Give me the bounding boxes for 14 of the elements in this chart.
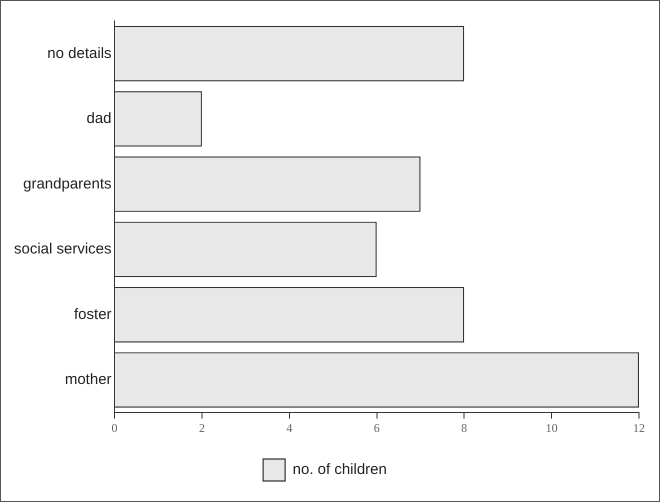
x-tick-label: 10	[546, 420, 558, 435]
y-tick-label: social services	[14, 240, 112, 258]
y-tick-label: no details	[47, 44, 112, 62]
x-tick-label: 6	[374, 420, 380, 435]
x-tick-label: 2	[198, 420, 205, 435]
y-tick-label: grandparents	[23, 175, 112, 192]
x-tick-label: 12	[633, 420, 645, 435]
y-tick-label: mother	[64, 371, 112, 388]
y-tick-label: dad	[86, 110, 112, 128]
x-tick-label: 0	[112, 420, 118, 435]
legend-label: no. of children	[292, 461, 387, 478]
y-tick-label: foster	[74, 306, 112, 323]
x-tick-label: 8	[461, 420, 468, 435]
x-tick-label: 4	[286, 420, 292, 435]
